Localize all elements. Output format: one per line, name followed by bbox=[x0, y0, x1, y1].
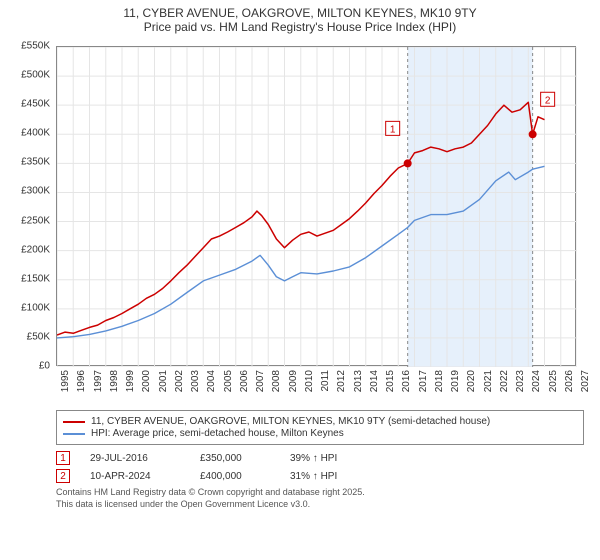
x-tick-label: 2006 bbox=[239, 370, 250, 392]
y-axis-labels: £0£50K£100K£150K£200K£250K£300K£350K£400… bbox=[8, 46, 52, 366]
x-tick-label: 2027 bbox=[580, 370, 591, 392]
x-tick-label: 2009 bbox=[288, 370, 299, 392]
x-tick-label: 2022 bbox=[499, 370, 510, 392]
x-tick-label: 2000 bbox=[141, 370, 152, 392]
x-tick-label: 2019 bbox=[450, 370, 461, 392]
x-tick-label: 1996 bbox=[76, 370, 87, 392]
x-tick-label: 2010 bbox=[304, 370, 315, 392]
x-tick-label: 2012 bbox=[336, 370, 347, 392]
transaction-price: £350,000 bbox=[200, 453, 270, 464]
y-tick-label: £550K bbox=[21, 41, 50, 52]
y-tick-label: £150K bbox=[21, 273, 50, 284]
x-tick-label: 1997 bbox=[93, 370, 104, 392]
chart-area: £0 £50K £100K £150K £200K £250K £300K £350K £400… bbox=[8, 40, 592, 390]
title-address: 11, CYBER AVENUE, OAKGROVE, MILTON KEYNE… bbox=[8, 6, 592, 20]
y-tick-label: £200K bbox=[21, 244, 50, 255]
plot-svg: 12 bbox=[57, 47, 577, 367]
legend-swatch bbox=[63, 421, 85, 423]
legend-label: 11, CYBER AVENUE, OAKGROVE, MILTON KEYNE… bbox=[91, 416, 490, 427]
x-tick-label: 2003 bbox=[190, 370, 201, 392]
x-tick-label: 2017 bbox=[418, 370, 429, 392]
legend-label: HPI: Average price, semi-detached house,… bbox=[91, 428, 344, 439]
transaction-marker: 2 bbox=[56, 469, 70, 483]
x-tick-label: 2025 bbox=[548, 370, 559, 392]
transaction-price: £400,000 bbox=[200, 471, 270, 482]
transactions-table: 1 29-JUL-2016 £350,000 39% ↑ HPI 2 10-APR-202… bbox=[56, 451, 584, 483]
transaction-marker: 1 bbox=[56, 451, 70, 465]
chart-title: 11, CYBER AVENUE, OAKGROVE, MILTON KEYNE… bbox=[8, 6, 592, 34]
y-tick-label: £50K bbox=[27, 331, 50, 342]
y-tick-label: £250K bbox=[21, 215, 50, 226]
svg-text:1: 1 bbox=[390, 124, 396, 135]
x-tick-label: 1998 bbox=[109, 370, 120, 392]
x-tick-label: 2013 bbox=[353, 370, 364, 392]
transaction-row: 1 29-JUL-2016 £350,000 39% ↑ HPI bbox=[56, 451, 584, 465]
transaction-delta: 39% ↑ HPI bbox=[290, 453, 380, 464]
x-tick-label: 2011 bbox=[320, 370, 331, 392]
x-tick-label: 2005 bbox=[223, 370, 234, 392]
x-tick-label: 2023 bbox=[515, 370, 526, 392]
x-tick-label: 2008 bbox=[271, 370, 282, 392]
x-tick-label: 1995 bbox=[60, 370, 71, 392]
transaction-date: 10-APR-2024 bbox=[90, 471, 180, 482]
y-tick-label: £500K bbox=[21, 70, 50, 81]
x-tick-label: 2015 bbox=[385, 370, 396, 392]
x-tick-label: 2020 bbox=[466, 370, 477, 392]
y-tick-label: £450K bbox=[21, 99, 50, 110]
licence-note: Contains HM Land Registry data © Crown c… bbox=[56, 487, 584, 510]
x-tick-label: 2014 bbox=[369, 370, 380, 392]
title-subtitle: Price paid vs. HM Land Registry's House … bbox=[8, 20, 592, 34]
x-tick-label: 2026 bbox=[564, 370, 575, 392]
y-tick-label: £100K bbox=[21, 302, 50, 313]
plot-region: 12 bbox=[56, 46, 576, 366]
licence-line1: Contains HM Land Registry data © Crown c… bbox=[56, 487, 584, 499]
svg-text:2: 2 bbox=[545, 95, 551, 106]
legend-item: HPI: Average price, semi-detached house,… bbox=[63, 428, 577, 439]
y-tick-label: £400K bbox=[21, 128, 50, 139]
x-tick-label: 2004 bbox=[206, 370, 217, 392]
x-tick-label: 2018 bbox=[434, 370, 445, 392]
x-tick-label: 2021 bbox=[483, 370, 494, 392]
x-tick-label: 2007 bbox=[255, 370, 266, 392]
x-tick-label: 2024 bbox=[531, 370, 542, 392]
x-tick-label: 1999 bbox=[125, 370, 136, 392]
x-tick-label: 2001 bbox=[158, 370, 169, 392]
legend-box: 11, CYBER AVENUE, OAKGROVE, MILTON KEYNE… bbox=[56, 410, 584, 445]
transaction-row: 2 10-APR-2024 £400,000 31% ↑ HPI bbox=[56, 469, 584, 483]
y-tick-label: £350K bbox=[21, 157, 50, 168]
legend-swatch bbox=[63, 433, 85, 435]
x-axis-labels: 1995199619971998199920002001200220032004… bbox=[56, 368, 576, 388]
transaction-delta: 31% ↑ HPI bbox=[290, 471, 380, 482]
y-tick-label: £0 bbox=[39, 361, 50, 372]
y-tick-label: £300K bbox=[21, 186, 50, 197]
legend-item: 11, CYBER AVENUE, OAKGROVE, MILTON KEYNE… bbox=[63, 416, 577, 427]
x-tick-label: 2002 bbox=[174, 370, 185, 392]
transaction-date: 29-JUL-2016 bbox=[90, 453, 180, 464]
x-tick-label: 2016 bbox=[401, 370, 412, 392]
licence-line2: This data is licensed under the Open Gov… bbox=[56, 499, 584, 511]
